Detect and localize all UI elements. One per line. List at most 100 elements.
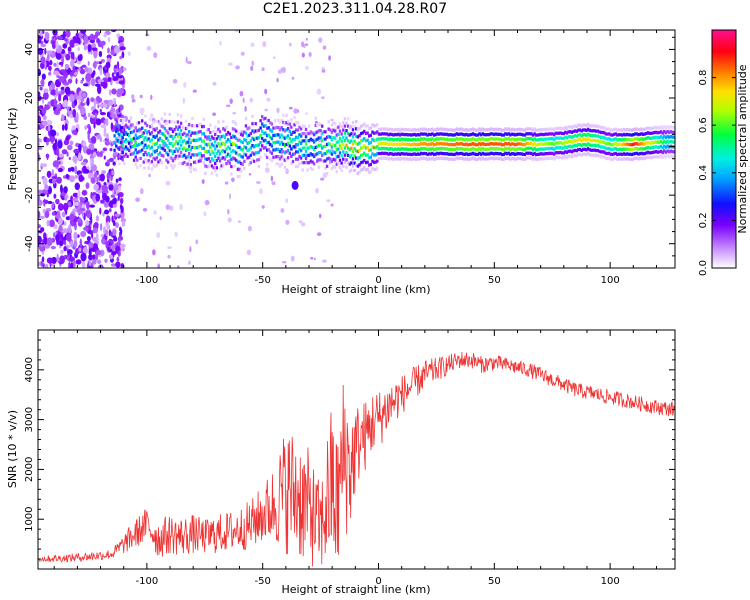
spectrogram-cell — [466, 138, 470, 142]
spectrogram-cell — [390, 132, 394, 137]
spectrogram-cell — [171, 144, 175, 148]
spectrogram-noise-cell — [81, 92, 87, 98]
spectrogram-cell — [442, 137, 445, 141]
spectrogram-cell — [539, 142, 543, 146]
spectrogram-noise-cell — [261, 205, 265, 209]
spectrogram-cell — [129, 130, 133, 135]
spectrogram-cell — [531, 157, 535, 161]
spectrogram-noise-cell — [50, 89, 57, 96]
spectrogram-cell — [325, 142, 329, 147]
spectrogram-cell — [653, 126, 656, 130]
spectrogram-noise-cell — [264, 88, 268, 95]
spectrogram-cell — [617, 128, 621, 132]
spectrogram-cell — [131, 130, 134, 134]
spectrogram-cell — [668, 155, 671, 159]
spectrogram-cell — [554, 131, 557, 135]
spectrogram-cell — [165, 158, 168, 162]
spectrogram-cell — [578, 152, 582, 156]
spectrogram-noise-cell — [52, 142, 58, 151]
spectrogram-cell — [557, 146, 561, 150]
spectrogram-cell — [291, 138, 295, 142]
x-tick-label: 0 — [375, 576, 381, 587]
spectrogram-cell — [538, 147, 541, 151]
spectrogram-cell — [455, 151, 458, 155]
spectrogram-cell — [270, 151, 274, 155]
spectrogram-cell — [186, 162, 189, 166]
spectrogram-cell — [445, 142, 449, 146]
spectrogram-cell — [239, 140, 243, 144]
spectrogram-cell — [277, 126, 280, 130]
spectrogram-noise-cell — [40, 163, 48, 168]
spectrogram-noise-cell — [92, 151, 97, 158]
spectrogram-cell — [621, 128, 624, 132]
spectrogram-noise-cell — [72, 259, 76, 268]
spectrogram-noise-cell — [49, 129, 56, 137]
spectrogram-noise-cell — [73, 239, 78, 248]
spectrogram-cell — [299, 134, 303, 138]
spectrogram-cell — [562, 146, 565, 150]
spectrogram-noise-cell — [65, 53, 71, 61]
spectrogram-cell — [567, 149, 570, 153]
spectrogram-cell — [418, 128, 421, 132]
spectrogram-cell — [640, 156, 643, 160]
spectrogram-noise-cell — [276, 107, 280, 114]
spectrogram-frame — [37, 29, 676, 269]
spectrogram-cell — [377, 137, 381, 141]
spectrogram-cell — [535, 157, 538, 161]
spectrogram-cell — [355, 120, 358, 124]
spectrogram-noise-cell — [92, 61, 97, 69]
spectrogram-cell — [666, 149, 669, 153]
spectrogram-cell — [191, 124, 194, 128]
spectrogram-cell — [384, 137, 387, 141]
spectrogram-noise-cell — [61, 149, 68, 155]
spectrogram-cell — [356, 128, 360, 132]
spectrogram-noise-cell — [280, 67, 283, 74]
spectrogram-noise-cell — [53, 232, 56, 238]
spectrogram-noise-cell — [121, 220, 126, 227]
spectrogram-cell — [238, 153, 241, 157]
spectrogram-cell — [235, 136, 238, 140]
spectrogram-cell — [403, 147, 407, 151]
spectrogram-cell — [402, 147, 405, 151]
spectrogram-cell — [316, 123, 319, 127]
spectrogram-cell — [561, 156, 564, 160]
spectrogram-cell — [436, 142, 439, 146]
spectrogram-cell — [299, 156, 303, 160]
spectrogram-cell — [283, 158, 287, 162]
spectrogram-noise-cell — [73, 208, 77, 213]
spectrogram-cell — [447, 157, 450, 161]
spectrogram-noise-cell — [70, 59, 75, 68]
spectrogram-cell — [468, 128, 471, 132]
spectrogram-cell — [650, 151, 653, 155]
spectrogram-cell — [231, 134, 235, 138]
spectrogram-cell — [233, 164, 236, 168]
spectrogram-noise-cell — [88, 248, 92, 256]
spectrogram-cell — [158, 122, 162, 126]
spectrogram-cell — [520, 147, 523, 151]
spectrogram-cell — [119, 148, 123, 152]
spectrogram-cell — [453, 143, 457, 147]
spectrogram-noise-cell — [65, 216, 71, 221]
spectrogram-cell — [418, 133, 421, 137]
spectrogram-noise-cell — [88, 265, 92, 268]
spectrogram-cell — [502, 133, 505, 137]
spectrogram-cell — [332, 135, 335, 140]
spectrogram-noise-cell — [106, 133, 109, 140]
spectrogram-cell — [530, 156, 533, 160]
spectrogram-cell — [168, 149, 171, 153]
spectrogram-cell — [484, 128, 488, 132]
spectrogram-cell — [434, 147, 437, 151]
spectrogram-noise-cell — [159, 216, 162, 221]
spectrogram-cell — [286, 119, 290, 123]
spectrogram-cell — [513, 157, 517, 161]
spectrogram-cell — [327, 134, 330, 138]
spectrogram-cell — [150, 131, 154, 135]
spectrogram-cell — [149, 154, 152, 158]
spectrogram-cell — [246, 156, 249, 160]
spectrogram-cell — [118, 133, 121, 137]
spectrogram-cell — [452, 133, 455, 137]
spectrogram-noise-cell — [101, 238, 106, 244]
spectrogram-cell — [150, 167, 154, 171]
spectrogram-cell — [311, 167, 314, 171]
